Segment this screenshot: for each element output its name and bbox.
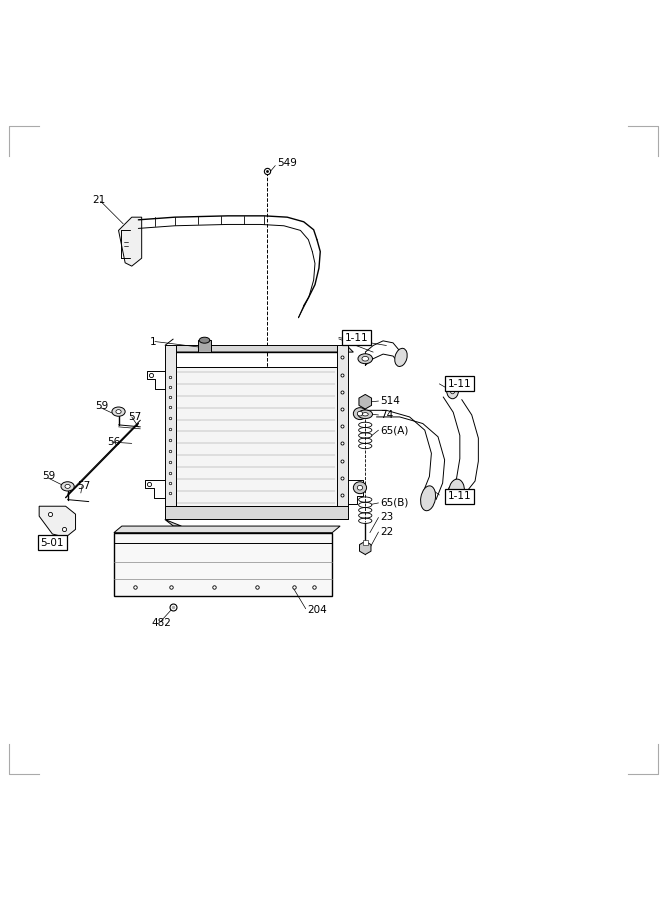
- Ellipse shape: [362, 412, 368, 416]
- Ellipse shape: [65, 484, 70, 489]
- Ellipse shape: [116, 410, 121, 414]
- Ellipse shape: [421, 486, 436, 510]
- Text: 23: 23: [380, 512, 393, 523]
- Text: 59: 59: [43, 472, 56, 482]
- Bar: [363, 540, 368, 545]
- Bar: [198, 340, 211, 352]
- Polygon shape: [337, 346, 348, 519]
- Polygon shape: [119, 217, 141, 266]
- Ellipse shape: [448, 479, 464, 504]
- Text: 1-11: 1-11: [448, 491, 471, 501]
- Polygon shape: [165, 506, 348, 519]
- Polygon shape: [114, 526, 340, 533]
- Ellipse shape: [358, 411, 363, 416]
- Polygon shape: [165, 346, 176, 519]
- Text: 74: 74: [380, 410, 393, 420]
- Polygon shape: [165, 519, 181, 526]
- Text: 56: 56: [107, 437, 121, 447]
- Text: 22: 22: [380, 527, 393, 537]
- Ellipse shape: [358, 410, 373, 419]
- Ellipse shape: [358, 485, 363, 490]
- Polygon shape: [176, 367, 337, 506]
- Text: 5-01: 5-01: [41, 537, 64, 547]
- Ellipse shape: [450, 387, 455, 394]
- Ellipse shape: [354, 408, 367, 419]
- Text: 1-11: 1-11: [345, 333, 368, 343]
- Polygon shape: [114, 533, 332, 596]
- Text: 549: 549: [277, 158, 297, 168]
- Polygon shape: [169, 346, 354, 352]
- Text: 482: 482: [151, 618, 171, 628]
- Text: 57: 57: [77, 481, 91, 491]
- Text: 65(A): 65(A): [380, 425, 408, 436]
- Text: 65(B): 65(B): [380, 498, 408, 508]
- Ellipse shape: [354, 482, 367, 494]
- Text: 21: 21: [92, 195, 105, 205]
- Polygon shape: [165, 339, 173, 346]
- Text: 59: 59: [95, 401, 109, 411]
- Ellipse shape: [199, 338, 210, 343]
- Ellipse shape: [362, 356, 369, 361]
- Ellipse shape: [358, 354, 373, 364]
- Ellipse shape: [61, 482, 74, 491]
- Text: 1-11: 1-11: [448, 379, 471, 389]
- Ellipse shape: [395, 348, 407, 366]
- Text: 204: 204: [307, 605, 327, 615]
- Text: 1: 1: [150, 337, 157, 347]
- Text: 57: 57: [129, 412, 141, 422]
- Text: 514: 514: [380, 396, 400, 406]
- Polygon shape: [39, 506, 75, 537]
- Ellipse shape: [447, 382, 458, 399]
- Ellipse shape: [112, 407, 125, 417]
